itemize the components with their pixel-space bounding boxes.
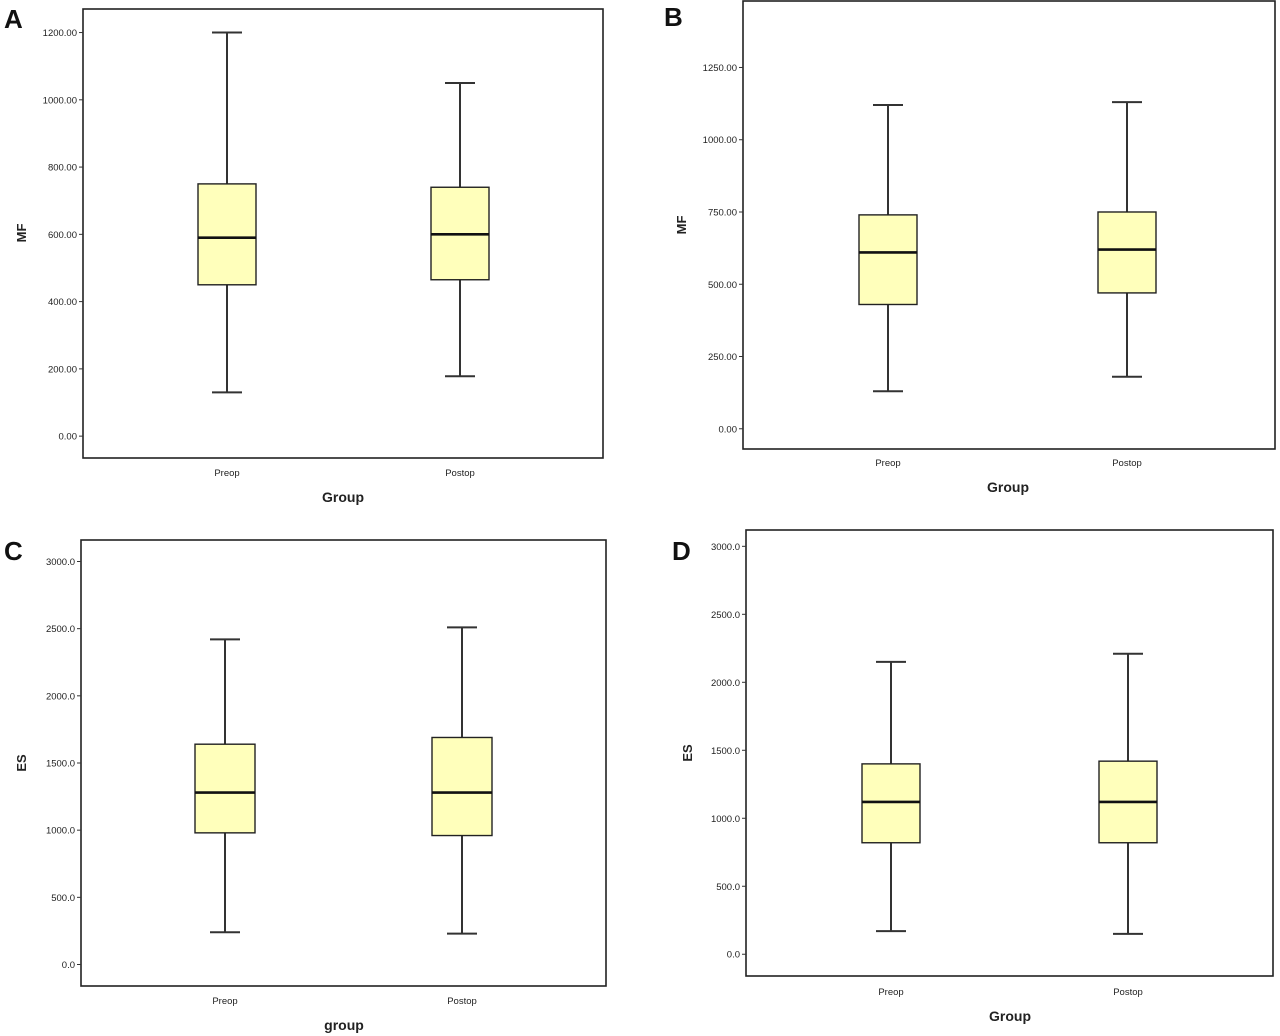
panel-b: B 0.00 250.00 500.00 750.00 1000.00 1250.00 P… — [664, 0, 1276, 495]
panel-d-y-axis-label: ES — [680, 744, 695, 762]
x-tick-label-preop: Preop — [214, 468, 239, 479]
y-tick-label: 2000.0 — [711, 678, 740, 689]
y-tick-label: 2000.0 — [46, 691, 75, 702]
y-tick-label: 1500.0 — [711, 746, 740, 757]
panel-letter-b: B — [664, 2, 683, 32]
x-tick-label-postop: Postop — [1112, 458, 1142, 469]
panel-a-y-ticks: 0.00 200.00 400.00 600.00 800.00 1000.00 1200.… — [43, 28, 83, 443]
x-tick-label-postop: Postop — [447, 996, 477, 1007]
panel-a-x-axis-label: Group — [322, 489, 364, 505]
panel-a-y-axis-label: MF — [14, 224, 29, 243]
x-tick-label-preop: Preop — [875, 458, 900, 469]
y-tick-label: 0.00 — [59, 432, 78, 443]
y-tick-label: 1200.00 — [43, 28, 77, 39]
panel-b-y-ticks: 0.00 250.00 500.00 750.00 1000.00 1250.00 — [703, 63, 743, 435]
panel-letter-c: C — [4, 536, 23, 566]
preop-box — [197, 183, 257, 286]
x-tick-label-postop: Postop — [1113, 987, 1143, 998]
y-tick-label: 800.00 — [48, 163, 77, 174]
panel-c-x-axis-label: group — [324, 1017, 364, 1033]
panel-letter-a: A — [4, 4, 23, 34]
y-tick-label: 1000.0 — [711, 814, 740, 825]
panel-b-y-axis-label: MF — [674, 216, 689, 235]
y-tick-label: 2500.0 — [46, 624, 75, 635]
y-tick-label: 500.0 — [716, 882, 740, 893]
preop-box — [861, 763, 921, 844]
y-tick-label: 3000.0 — [46, 557, 75, 568]
y-tick-label: 1000.0 — [46, 826, 75, 837]
y-tick-label: 500.0 — [51, 893, 75, 904]
panel-b-boxes — [858, 101, 1157, 393]
y-tick-label: 1000.00 — [703, 135, 737, 146]
preop-box — [858, 214, 918, 306]
y-tick-label: 200.00 — [48, 364, 77, 375]
panel-b-x-axis-label: Group — [987, 479, 1029, 495]
panel-a-plot-frame — [82, 8, 604, 459]
panel-c-plot-frame — [80, 539, 607, 987]
x-tick-label-postop: Postop — [445, 468, 475, 479]
y-tick-label: 1250.00 — [703, 63, 737, 74]
panel-b-plot-frame — [742, 0, 1276, 450]
panel-a: A 0.00 200.00 400.00 600.00 800.00 1000.00 120… — [4, 4, 604, 505]
y-tick-label: 1500.0 — [46, 759, 75, 770]
x-tick-label-preop: Preop — [212, 996, 237, 1007]
panel-a-boxes — [197, 31, 490, 394]
y-tick-label: 750.00 — [708, 207, 737, 218]
panel-d-y-ticks: 0.0 500.0 1000.0 1500.0 2000.0 2500.0 3000.0 — [711, 542, 746, 961]
postop-box — [431, 736, 493, 837]
y-tick-label: 2500.0 — [711, 610, 740, 621]
panel-c-y-axis-label: ES — [14, 754, 29, 772]
panel-d: D 0.0 500.0 1000.0 1500.0 2000.0 2500.0 3000.0… — [672, 529, 1274, 1024]
panel-c-y-ticks: 0.0 500.0 1000.0 1500.0 2000.0 2500.0 3000.0 — [46, 557, 81, 971]
y-tick-label: 250.00 — [708, 352, 737, 363]
panel-d-x-axis-label: Group — [989, 1008, 1031, 1024]
y-tick-label: 500.00 — [708, 280, 737, 291]
panel-b-x-ticks: Preop Postop — [875, 458, 1141, 469]
panel-c: C 0.0 500.0 1000.0 1500.0 2000.0 2500.0 3000.0… — [4, 536, 607, 1033]
y-tick-label: 0.0 — [727, 950, 740, 961]
panel-d-x-ticks: Preop Postop — [878, 987, 1142, 998]
y-tick-label: 0.0 — [62, 960, 75, 971]
panel-letter-d: D — [672, 536, 691, 566]
y-tick-label: 0.00 — [719, 424, 738, 435]
panel-c-boxes — [194, 626, 493, 935]
y-tick-label: 400.00 — [48, 297, 77, 308]
preop-box — [194, 743, 256, 834]
y-tick-label: 1000.00 — [43, 95, 77, 106]
panel-a-x-ticks: Preop Postop — [214, 468, 474, 479]
postop-box — [1097, 211, 1157, 294]
y-tick-label: 600.00 — [48, 230, 77, 241]
panel-d-boxes — [861, 652, 1158, 935]
x-tick-label-preop: Preop — [878, 987, 903, 998]
y-tick-label: 3000.0 — [711, 542, 740, 553]
panel-c-x-ticks: Preop Postop — [212, 996, 476, 1007]
panel-d-plot-frame — [745, 529, 1274, 977]
